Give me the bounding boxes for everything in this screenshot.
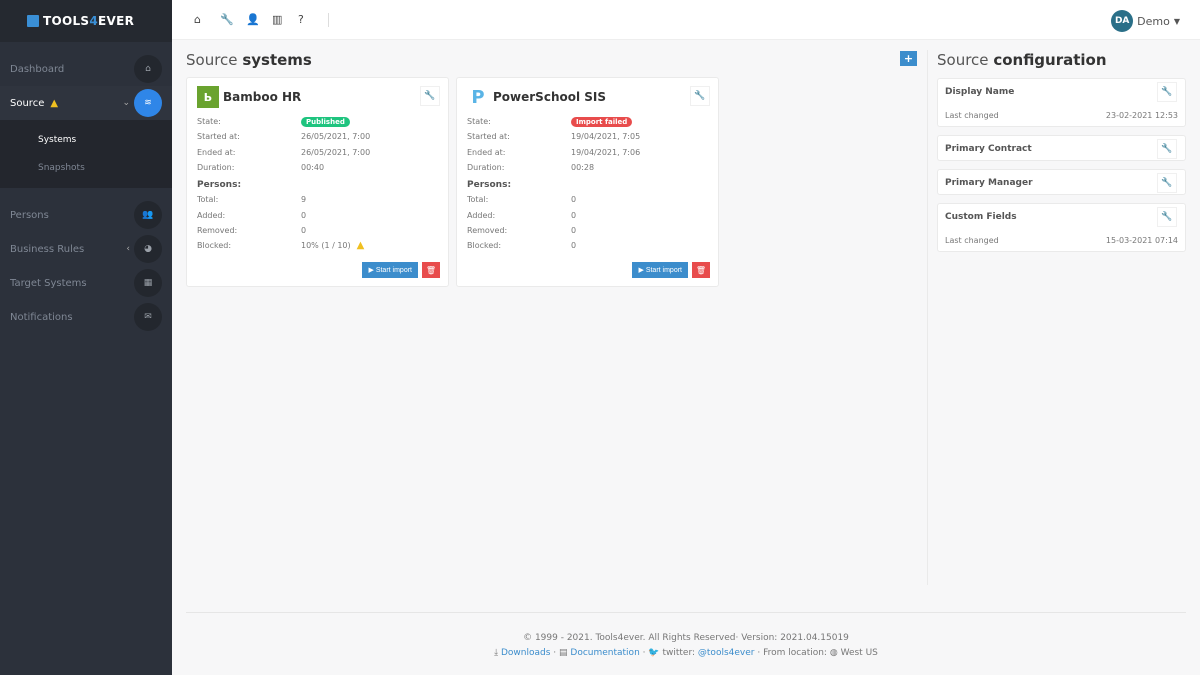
- home-icon: ⌂: [134, 55, 162, 83]
- config-item-custom-fields: Custom Fields 🔧 Last changed 15-03-2021 07:…: [937, 203, 1186, 252]
- status-badge: Published: [301, 116, 350, 127]
- downloads-link[interactable]: Downloads: [500, 648, 551, 658]
- bar-chart-icon[interactable]: ▥: [272, 13, 283, 26]
- sidebar-item-label: Notifications: [10, 311, 73, 323]
- sidebar-item-label: Source: [10, 97, 45, 109]
- config-item-primary-manager: Primary Manager 🔧: [937, 169, 1186, 195]
- grid-icon: ▦: [134, 269, 162, 297]
- user-name: Demo: [1137, 14, 1170, 28]
- system-name: Bamboo HR: [223, 90, 302, 104]
- page-title: Source systems: [186, 51, 312, 69]
- logo-text-4: 4: [89, 14, 99, 28]
- caret-down-icon: ▼: [1173, 16, 1180, 26]
- wrench-icon[interactable]: 🔧: [420, 86, 440, 106]
- copyright: © 1999 - 2021. Tools4ever. All Rights Re…: [523, 633, 849, 643]
- divider: [328, 12, 329, 27]
- avatar: DA: [1111, 10, 1134, 32]
- documentation-link[interactable]: Documentation: [570, 648, 640, 658]
- sidebar: TOOLS 4 EVER Dashboard ⌂ Source ▲ ⌄ ≋ Systems …: [0, 0, 172, 675]
- logo[interactable]: TOOLS 4 EVER: [0, 0, 172, 42]
- status-badge: Import failed: [571, 116, 633, 127]
- delete-button[interactable]: 🗑: [692, 262, 710, 278]
- users-icon: 👥: [134, 201, 162, 229]
- config-item-display-name: Display Name 🔧 Last changed 23-02-2021 12:5…: [937, 78, 1186, 127]
- divider: [927, 50, 928, 585]
- logo-icon: [27, 15, 39, 27]
- twitter-icon: 🐦: [648, 648, 660, 658]
- sidebar-item-label: Persons: [10, 209, 49, 221]
- pie-chart-icon: ◕: [134, 235, 162, 263]
- chevron-down-icon: ⌄: [122, 98, 130, 108]
- book-icon: ▤: [559, 648, 568, 658]
- warning-icon: ▲: [50, 97, 59, 109]
- sidebar-item-target-systems[interactable]: Target Systems ▦: [0, 266, 172, 300]
- envelope-icon: ✉: [134, 303, 162, 331]
- user-menu[interactable]: DA Demo ▼: [1111, 10, 1180, 32]
- chevron-left-icon: ‹: [126, 244, 130, 254]
- sidebar-item-label: Target Systems: [10, 277, 87, 289]
- sidebar-item-persons[interactable]: Persons 👥: [0, 198, 172, 232]
- sidebar-item-label: Business Rules: [10, 243, 85, 255]
- delete-button[interactable]: 🗑: [422, 262, 440, 278]
- sidebar-item-notifications[interactable]: Notifications ✉: [0, 300, 172, 334]
- sidebar-item-label: Dashboard: [10, 63, 65, 75]
- config-title: Source configuration: [937, 51, 1107, 69]
- source-submenu: Systems Snapshots: [0, 120, 172, 188]
- footer: © 1999 - 2021. Tools4ever. All Rights Re…: [186, 612, 1186, 661]
- wrench-icon[interactable]: 🔧: [690, 86, 710, 106]
- database-icon: ≋: [134, 89, 162, 117]
- wrench-icon[interactable]: 🔧: [1157, 139, 1177, 159]
- user-icon[interactable]: 👤: [246, 13, 260, 26]
- wrench-icon[interactable]: 🔧: [1157, 207, 1177, 227]
- download-icon: ⤓: [494, 648, 499, 658]
- wrench-icon[interactable]: 🔧: [1157, 173, 1177, 193]
- sidebar-subitem-systems[interactable]: Systems: [38, 135, 77, 145]
- home-icon[interactable]: ⌂: [194, 13, 201, 26]
- source-system-card: P PowerSchool SIS 🔧 State: Import failed St…: [456, 77, 719, 287]
- config-item-primary-contract: Primary Contract 🔧: [937, 135, 1186, 161]
- sidebar-item-source[interactable]: Source ▲ ⌄ ≋: [0, 86, 172, 120]
- powerschool-logo-icon: P: [471, 86, 485, 108]
- bamboo-logo-icon: Ь: [197, 86, 219, 108]
- start-import-button[interactable]: ▶ Start import: [362, 262, 418, 278]
- twitter-link[interactable]: @tools4ever: [697, 648, 755, 658]
- wrench-icon[interactable]: 🔧: [1157, 82, 1177, 102]
- add-source-button[interactable]: +: [900, 51, 917, 66]
- source-system-card: Ь Bamboo HR 🔧 State: Published Started at: 2…: [186, 77, 449, 287]
- system-name: PowerSchool SIS: [493, 90, 607, 104]
- logo-text-ever: EVER: [98, 14, 135, 28]
- start-import-button[interactable]: ▶ Start import: [632, 262, 688, 278]
- globe-icon: ◍: [829, 648, 838, 658]
- sidebar-subitem-snapshots[interactable]: Snapshots: [38, 163, 85, 173]
- sidebar-item-business-rules[interactable]: Business Rules ‹ ◕: [0, 232, 172, 266]
- question-icon[interactable]: ?: [298, 13, 304, 26]
- sidebar-item-dashboard[interactable]: Dashboard ⌂: [0, 52, 172, 86]
- wrench-icon[interactable]: 🔧: [220, 13, 234, 26]
- warning-icon: ▲: [356, 240, 365, 252]
- logo-text: TOOLS: [43, 14, 90, 28]
- topbar: ⌂ 🔧 👤 ▥ ? DA Demo ▼: [172, 0, 1200, 40]
